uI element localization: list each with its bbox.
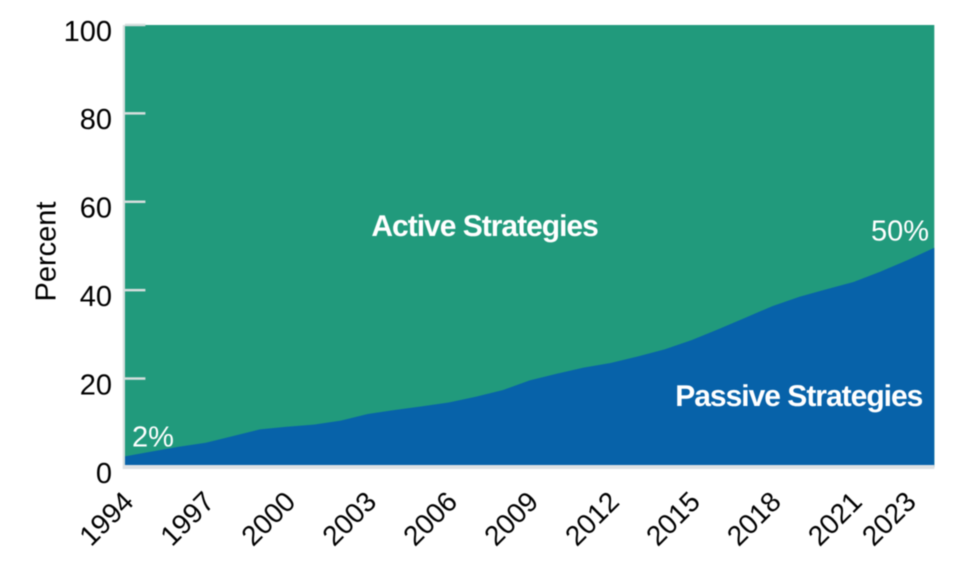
svg-text:2012: 2012	[559, 486, 625, 552]
svg-text:20: 20	[80, 369, 112, 401]
svg-text:2023: 2023	[856, 486, 922, 552]
svg-text:2021: 2021	[802, 486, 868, 552]
svg-text:2003: 2003	[316, 486, 382, 552]
svg-text:Active Strategies: Active Strategies	[371, 210, 598, 243]
svg-text:50%: 50%	[871, 216, 929, 248]
svg-text:1997: 1997	[154, 486, 220, 552]
svg-text:60: 60	[80, 193, 112, 225]
svg-text:2%: 2%	[132, 422, 174, 454]
svg-text:Passive Strategies: Passive Strategies	[675, 380, 922, 413]
svg-text:40: 40	[80, 281, 112, 313]
svg-text:100: 100	[64, 16, 112, 48]
svg-text:80: 80	[80, 104, 112, 136]
svg-text:2006: 2006	[397, 486, 463, 552]
svg-text:2000: 2000	[235, 486, 301, 552]
svg-text:Percent: Percent	[31, 202, 63, 302]
svg-text:0: 0	[96, 458, 112, 490]
svg-text:2015: 2015	[640, 486, 706, 552]
svg-text:2009: 2009	[478, 486, 544, 552]
svg-text:1994: 1994	[73, 486, 139, 552]
svg-text:2018: 2018	[721, 486, 787, 552]
